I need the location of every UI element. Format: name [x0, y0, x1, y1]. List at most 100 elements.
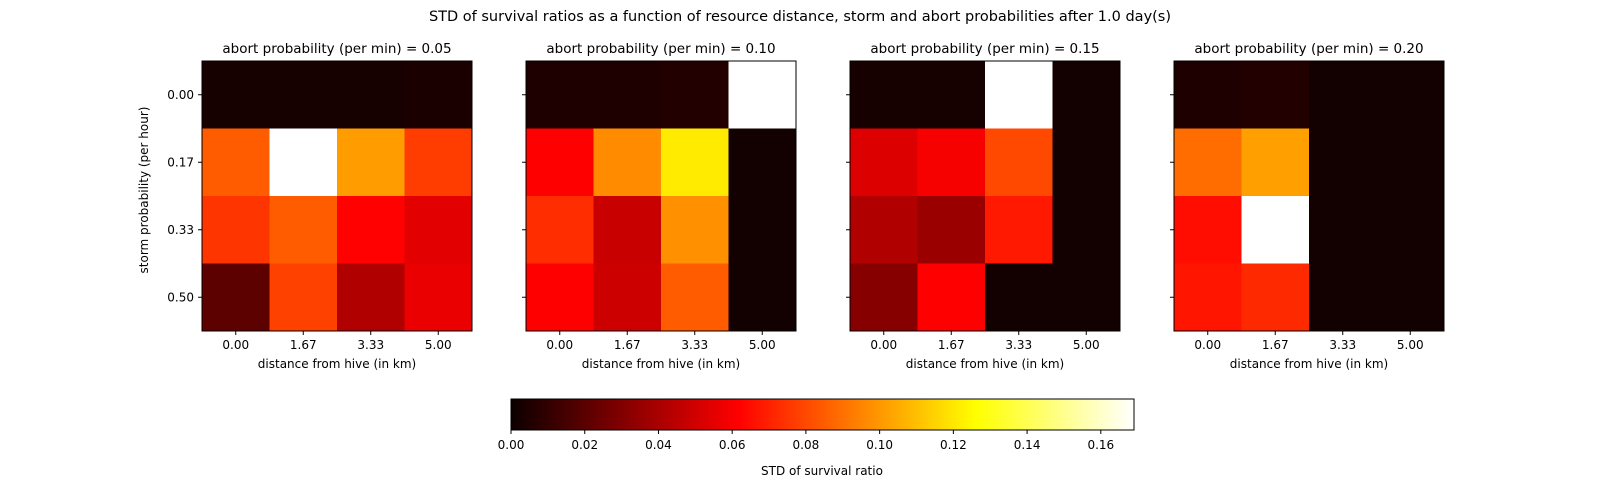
heatmap-cell	[1174, 263, 1242, 332]
heatmap-cell	[202, 128, 270, 197]
heatmap-cell	[1309, 196, 1377, 264]
panel-title: abort probability (per min) = 0.05	[222, 41, 451, 57]
heatmap-cell	[1174, 61, 1242, 129]
heatmap-cell	[404, 61, 473, 129]
y-tick-label: 0.17	[167, 155, 194, 169]
panel-title: abort probability (per min) = 0.15	[870, 41, 1099, 57]
heatmap-cell	[593, 263, 662, 332]
heatmap-panel: abort probability (per min) = 0.10 0.00 1.…	[522, 41, 797, 371]
x-tick-label: 1.67	[290, 338, 317, 352]
heatmap-cell	[593, 128, 662, 197]
heatmap-cell	[1174, 196, 1242, 264]
x-tick-label: 3.33	[1329, 338, 1356, 352]
heatmap-cell	[526, 61, 594, 129]
colorbar-label: STD of survival ratio	[761, 464, 883, 478]
heatmap-cell	[1309, 61, 1377, 129]
x-tick-label: 5.00	[749, 338, 776, 352]
heatmap-cell	[1376, 196, 1445, 264]
heatmap-cell	[985, 263, 1053, 332]
heatmap-cell	[593, 61, 662, 129]
heatmap-panel: abort probability (per min) = 0.20 0.00 1.…	[1170, 41, 1445, 371]
heatmap-cell	[661, 196, 729, 264]
heatmap-cell	[728, 196, 797, 264]
x-tick-label: 0.00	[870, 338, 897, 352]
x-tick-label: 0.00	[546, 338, 573, 352]
heatmap-cell	[1241, 263, 1310, 332]
heatmap-cell	[1052, 61, 1121, 129]
heatmap-panels: abort probability (per min) = 0.05 0.00 1.…	[167, 41, 1445, 371]
heatmap-cell	[985, 128, 1053, 197]
colorbar-tick-label: 0.06	[719, 438, 746, 452]
x-tick-label: 3.33	[681, 338, 708, 352]
colorbar-tick-label: 0.10	[866, 438, 893, 452]
heatmap-cell	[593, 196, 662, 264]
x-tick-label: 0.00	[1194, 338, 1221, 352]
heatmap-cell	[917, 196, 986, 264]
heatmap-cell	[850, 196, 918, 264]
heatmap-cell	[850, 128, 918, 197]
heatmap-cell	[269, 263, 338, 332]
heatmap-panel: abort probability (per min) = 0.15 0.00 1.…	[846, 41, 1121, 371]
heatmap-panel: abort probability (per min) = 0.05 0.00 1.…	[167, 41, 473, 371]
heatmap-cell	[985, 196, 1053, 264]
heatmap-cell	[337, 128, 405, 197]
colorbar-ticks: 0.00 0.02 0.04 0.06 0.08 0.10 0.12 0.14 0.16	[498, 430, 1114, 452]
heatmap-cell	[1174, 128, 1242, 197]
heatmap-cell	[1241, 196, 1310, 264]
heatmap-cell	[1052, 128, 1121, 197]
heatmap-cell	[526, 128, 594, 197]
x-axis-label: distance from hive (in km)	[1230, 357, 1388, 371]
heatmap-cell	[1241, 61, 1310, 129]
x-axis-label: distance from hive (in km)	[906, 357, 1064, 371]
heatmap-cell	[985, 61, 1053, 129]
x-tick-label: 3.33	[357, 338, 384, 352]
colorbar-tick-label: 0.16	[1087, 438, 1114, 452]
heatmap-cell	[269, 128, 338, 197]
heatmap-cell	[917, 263, 986, 332]
panel-title: abort probability (per min) = 0.20	[1194, 41, 1423, 57]
heatmap-cell	[269, 61, 338, 129]
axes-frame	[1173, 60, 1445, 332]
heatmap-cell	[202, 263, 270, 332]
heatmap-cell	[661, 263, 729, 332]
heatmap-cell	[917, 61, 986, 129]
axes-frame	[201, 60, 473, 332]
heatmap-cell	[526, 263, 594, 332]
heatmap-cell	[337, 263, 405, 332]
x-tick-label: 1.67	[1262, 338, 1289, 352]
x-tick-label: 5.00	[1073, 338, 1100, 352]
colorbar-tick-label: 0.02	[571, 438, 598, 452]
heatmap-cell	[1309, 263, 1377, 332]
heatmap-cell	[1309, 128, 1377, 197]
figure-title: STD of survival ratios as a function of …	[429, 9, 1171, 25]
colorbar-tick-label: 0.04	[645, 438, 672, 452]
heatmap-cell	[850, 263, 918, 332]
axes-frame	[525, 60, 797, 332]
heatmap-cell	[202, 61, 270, 129]
heatmap-cell	[202, 196, 270, 264]
heatmap-cell	[728, 263, 797, 332]
colorbar-tick-label: 0.12	[940, 438, 967, 452]
heatmap-cell	[661, 61, 729, 129]
heatmap-cell	[1241, 128, 1310, 197]
x-tick-label: 0.00	[222, 338, 249, 352]
heatmap-cell	[1376, 263, 1445, 332]
y-tick-label: 0.00	[167, 88, 194, 102]
panel-title: abort probability (per min) = 0.10	[546, 41, 775, 57]
colorbar-gradient	[510, 398, 1135, 431]
heatmap-cell	[1052, 263, 1121, 332]
heatmap-cell	[337, 61, 405, 129]
heatmap-cell	[661, 128, 729, 197]
heatmap-cell	[1376, 61, 1445, 129]
x-axis-label: distance from hive (in km)	[258, 357, 416, 371]
axes-frame	[849, 60, 1121, 332]
heatmap-cell	[728, 61, 797, 129]
heatmap-cell	[526, 196, 594, 264]
heatmap-cell	[269, 196, 338, 264]
heatmap-cell	[917, 128, 986, 197]
x-tick-label: 5.00	[1397, 338, 1424, 352]
y-axis-label: storm probability (per hour)	[137, 107, 151, 274]
heatmap-cell	[404, 128, 473, 197]
heatmap-cell	[850, 61, 918, 129]
